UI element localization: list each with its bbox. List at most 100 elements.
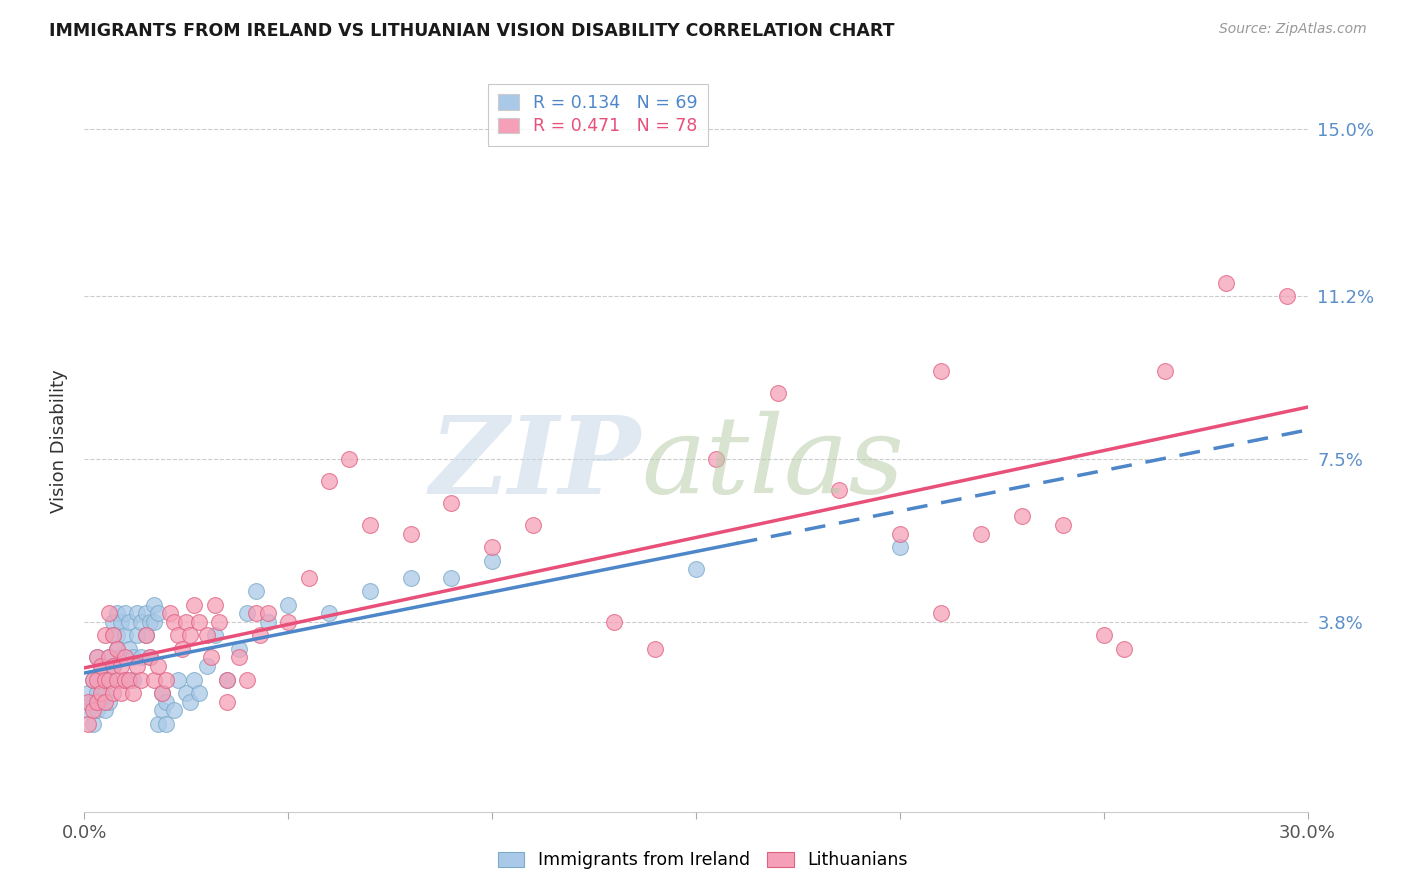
Point: [179, 628, 201, 642]
Point: [277, 615, 299, 630]
Point: [127, 628, 149, 642]
Point: [93, 673, 115, 687]
Point: [127, 607, 149, 621]
Point: [929, 364, 952, 378]
Point: [245, 584, 267, 599]
Point: [97, 673, 120, 687]
Point: [86, 686, 108, 700]
Point: [110, 659, 132, 673]
Point: [77, 703, 100, 717]
Point: [138, 650, 160, 665]
Point: [179, 694, 201, 708]
Point: [245, 607, 267, 621]
Point: [82, 673, 104, 687]
Point: [93, 686, 115, 700]
Point: [110, 615, 132, 630]
Point: [217, 673, 239, 687]
Point: [101, 628, 124, 642]
Point: [167, 673, 190, 687]
Point: [77, 716, 100, 731]
Point: [399, 571, 422, 585]
Point: [440, 496, 463, 510]
Point: [208, 615, 231, 630]
Point: [118, 673, 141, 687]
Point: [172, 641, 194, 656]
Point: [685, 562, 707, 576]
Point: [318, 607, 340, 621]
Point: [159, 607, 181, 621]
Point: [359, 584, 381, 599]
Point: [970, 527, 993, 541]
Point: [122, 686, 145, 700]
Point: [110, 650, 132, 665]
Point: [167, 628, 190, 642]
Point: [118, 615, 141, 630]
Point: [77, 694, 100, 708]
Point: [97, 650, 120, 665]
Point: [86, 650, 108, 665]
Point: [200, 650, 222, 665]
Point: [97, 694, 120, 708]
Point: [236, 607, 259, 621]
Point: [101, 615, 124, 630]
Point: [90, 694, 112, 708]
Point: [122, 650, 145, 665]
Point: [135, 628, 157, 642]
Point: [174, 686, 197, 700]
Text: Source: ZipAtlas.com: Source: ZipAtlas.com: [1219, 22, 1367, 37]
Point: [318, 474, 340, 488]
Point: [249, 628, 271, 642]
Point: [82, 716, 104, 731]
Text: ZIP: ZIP: [430, 410, 641, 516]
Point: [93, 703, 115, 717]
Point: [1215, 276, 1237, 290]
Point: [889, 541, 911, 555]
Point: [440, 571, 463, 585]
Point: [828, 483, 851, 497]
Point: [97, 607, 120, 621]
Legend: Immigrants from Ireland, Lithuanians: Immigrants from Ireland, Lithuanians: [491, 845, 915, 876]
Point: [77, 686, 100, 700]
Point: [1011, 509, 1033, 524]
Point: [105, 641, 128, 656]
Point: [110, 673, 132, 687]
Point: [114, 628, 136, 642]
Point: [97, 650, 120, 665]
Point: [82, 703, 104, 717]
Point: [204, 598, 226, 612]
Point: [195, 659, 218, 673]
Point: [706, 452, 728, 467]
Point: [522, 518, 544, 533]
Point: [105, 641, 128, 656]
Point: [257, 615, 280, 630]
Point: [1092, 628, 1115, 642]
Y-axis label: Vision Disability: Vision Disability: [49, 369, 67, 514]
Point: [257, 607, 280, 621]
Point: [163, 615, 186, 630]
Point: [155, 673, 177, 687]
Text: IMMIGRANTS FROM IRELAND VS LITHUANIAN VISION DISABILITY CORRELATION CHART: IMMIGRANTS FROM IRELAND VS LITHUANIAN VI…: [49, 22, 894, 40]
Point: [122, 673, 145, 687]
Point: [131, 650, 153, 665]
Point: [101, 659, 124, 673]
Point: [236, 673, 259, 687]
Point: [174, 615, 197, 630]
Point: [105, 673, 128, 687]
Point: [105, 628, 128, 642]
Point: [86, 703, 108, 717]
Point: [155, 716, 177, 731]
Point: [217, 694, 239, 708]
Point: [1052, 518, 1074, 533]
Point: [82, 694, 104, 708]
Point: [127, 659, 149, 673]
Point: [399, 527, 422, 541]
Point: [187, 615, 209, 630]
Point: [135, 607, 157, 621]
Point: [187, 686, 209, 700]
Point: [146, 716, 169, 731]
Point: [298, 571, 321, 585]
Point: [481, 553, 503, 567]
Point: [86, 673, 108, 687]
Point: [86, 694, 108, 708]
Point: [150, 686, 173, 700]
